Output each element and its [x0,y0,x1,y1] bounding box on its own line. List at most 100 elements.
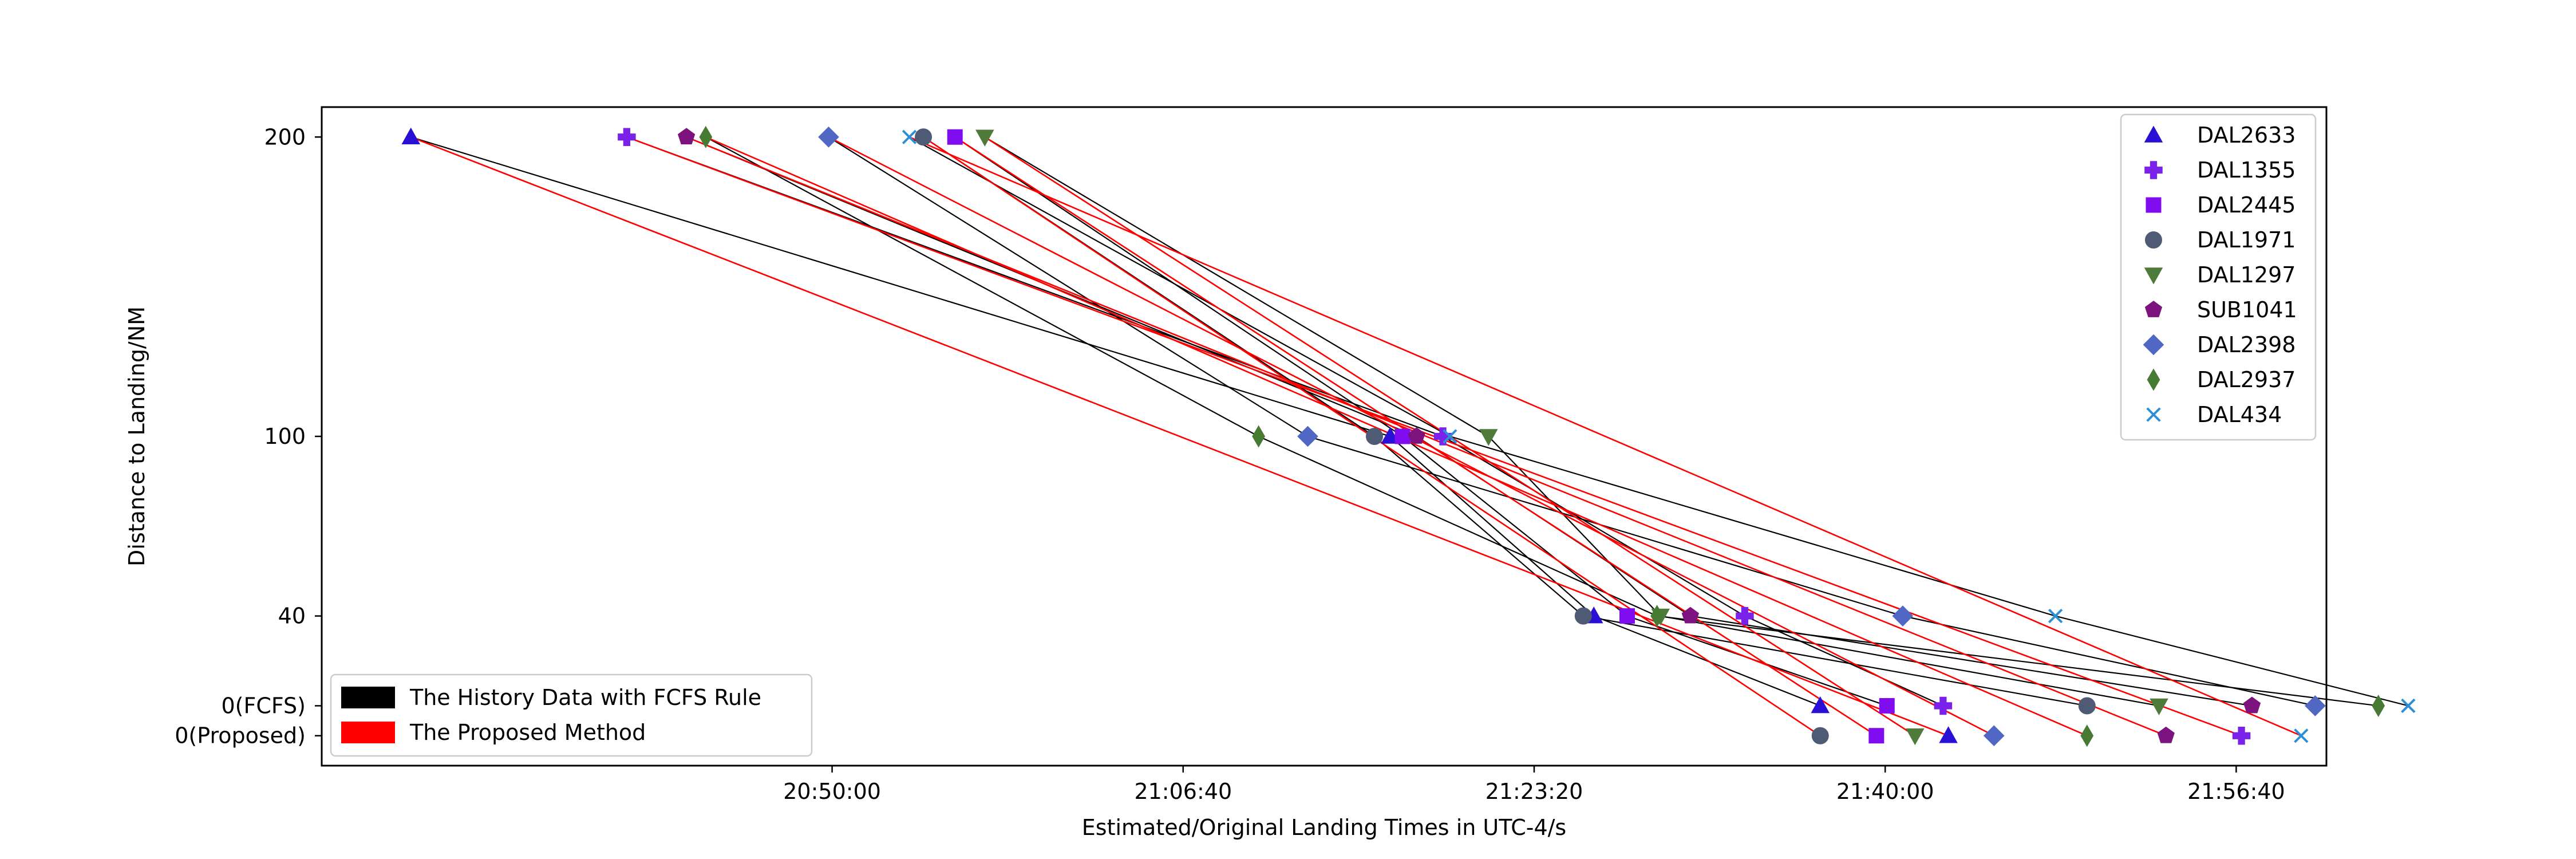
x-tick-label-3: 21:40:00 [1836,779,1934,804]
legend-marker-dal434 [2146,407,2161,422]
fcfs-line-dal1297 [984,136,2159,707]
point-dal1971-3-shape [2078,697,2096,715]
point-sub1041-0-shape [677,128,696,145]
proposed-line-sub1041 [686,136,2167,736]
point-dal2633-1 [1381,427,1400,444]
point-dal1297-3-shape [2150,698,2168,715]
legend-marker-dal1971-shape [2145,231,2162,249]
point-dal434-3 [2401,698,2416,714]
point-dal2445-2 [1619,608,1635,624]
point-sub1041-1 [1408,427,1425,444]
x-tick-label-4: 21:56:40 [2187,779,2285,804]
point-dal434-3-stroke-b [2401,698,2416,714]
y-tick-label-4: 0(Proposed) [175,723,306,748]
legend-marker-dal1297 [2144,267,2163,285]
y-axis-label: Distance to Landing/NM [124,306,149,566]
point-dal1355-0-shape [618,128,636,147]
legend-label-dal2398: DAL2398 [2197,332,2296,357]
point-dal434-1-stroke-b [1443,429,1457,444]
y-axis: 200 100 40 0(FCFS) 0(Proposed) [175,124,322,748]
point-dal2445-0-shape [947,129,963,145]
legend-marker-sub1041-shape [2144,301,2163,317]
point-dal2398-2 [1892,605,1914,626]
point-dal1355-3 [1934,696,1953,715]
point-dal1971-1 [1365,428,1383,445]
legend-marker-dal434-stroke-b [2146,407,2161,422]
point-dal2937-0-shape [699,125,713,148]
method-legend: The History Data with FCFS Rule The Propo… [330,673,813,757]
point-dal434-0-stroke-b [902,129,917,144]
point-dal434-2-stroke-b [2048,608,2063,624]
legend-marker-dal1355-shape [2144,161,2163,179]
legend-marker-dal2445 [2146,197,2162,213]
point-dal2445-3 [1879,698,1895,714]
point-dal434-4 [2294,728,2309,743]
point-dal1297-4-shape [1906,728,1925,746]
point-dal2633-4-shape [1939,726,1958,743]
point-dal2445-1-shape [1394,428,1411,444]
point-dal1355-0 [618,128,636,147]
legend-marker-dal2398 [2143,334,2164,356]
point-dal2398-2-shape [1892,605,1914,626]
point-dal434-1 [1443,429,1457,444]
legend-marker-dal2445-shape [2146,197,2162,213]
point-dal1971-1-shape [1365,428,1383,445]
legend-label-dal2937: DAL2937 [2197,367,2296,392]
point-sub1041-4-shape [2157,726,2175,743]
legend-marker-dal1971 [2145,231,2162,249]
point-dal2937-3-shape [2372,694,2385,717]
point-dal2633-0-shape [401,127,421,145]
point-sub1041-2-shape [1681,606,1700,624]
point-dal2398-3-shape [2305,695,2326,716]
fcfs-line-dal1355 [626,136,1943,707]
point-dal2937-2-shape [1650,605,1664,628]
point-dal2398-1-shape [1297,425,1318,447]
legend-label-dal1297: DAL1297 [2197,262,2296,287]
point-dal1971-4 [1811,727,1829,744]
method-legend-swatch-0 [341,687,395,708]
point-dal2937-4-shape [2080,724,2094,747]
point-sub1041-3 [2243,696,2261,714]
point-dal2633-1-shape [1381,427,1400,444]
point-dal2633-3-shape [1811,696,1830,714]
point-dal2445-0 [947,129,963,145]
point-dal2937-0 [699,125,713,148]
point-sub1041-2 [1681,606,1700,624]
point-dal1971-2 [1574,607,1592,625]
proposed-line-dal2633 [410,136,1949,736]
point-dal1297-0-shape [975,129,994,147]
x-axis: 20:50:00 21:06:40 21:23:20 21:40:00 21:56:40 [783,766,2285,804]
point-dal2937-4 [2080,724,2094,747]
legend-label-dal1971: DAL1971 [2197,227,2296,253]
x-axis-label: Estimated/Original Landing Times in UTC-… [1082,815,1566,840]
point-dal2445-1 [1394,428,1411,444]
legend-marker-dal2398-shape [2143,334,2164,356]
point-sub1041-3-shape [2243,696,2261,714]
point-dal2633-0 [401,127,421,145]
series-legend-frame [2120,113,2317,441]
x-tick-label-0: 20:50:00 [783,779,881,804]
x-tick-label-2: 21:23:20 [1485,779,1583,804]
y-tick-label-0: 200 [264,124,306,149]
point-dal434-2 [2048,608,2063,624]
point-dal434-4-stroke-b [2294,728,2309,743]
legend-label-sub1041: SUB1041 [2197,297,2297,322]
point-dal2937-2 [1650,605,1664,628]
point-dal1355-4-shape [2232,726,2251,745]
point-dal2633-3 [1811,696,1830,714]
point-dal2937-3 [2372,694,2385,717]
point-dal2398-1 [1297,425,1318,447]
point-dal2633-4 [1939,726,1958,743]
legend-marker-sub1041 [2144,301,2163,317]
method-legend-label-1: The Proposed Method [409,720,646,745]
data-markers [401,125,2416,747]
y-tick-label-2: 40 [278,604,306,629]
point-dal2445-3-shape [1879,698,1895,714]
point-dal2398-0 [818,126,839,148]
series-legend: DAL2633 DAL1355 DAL2445 DAL1971 DAL1297 SUB10… [2120,113,2317,441]
method-legend-swatch-1 [341,722,395,743]
point-dal2445-2-shape [1619,608,1635,624]
point-dal1297-4 [1906,728,1925,746]
legend-label-dal2445: DAL2445 [2197,192,2296,218]
